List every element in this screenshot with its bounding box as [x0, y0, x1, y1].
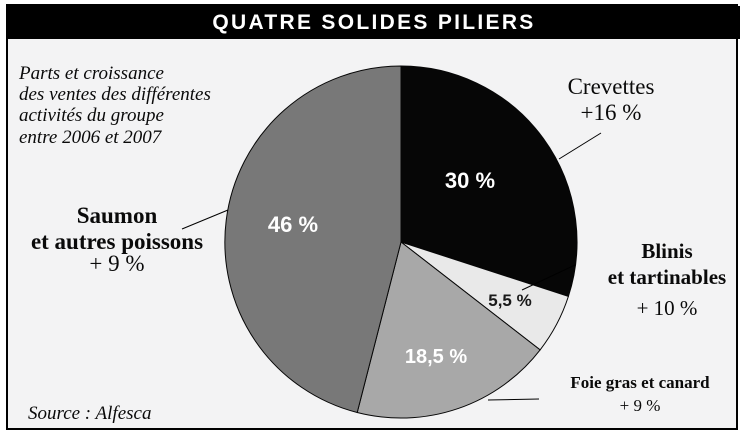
svg-text:et tartinables: et tartinables — [608, 265, 726, 289]
svg-text:entre 2006 et 2007: entre 2006 et 2007 — [19, 127, 163, 148]
svg-text:30 %: 30 % — [445, 168, 495, 193]
svg-text:+16 %: +16 % — [581, 100, 642, 125]
svg-text:46 %: 46 % — [268, 212, 318, 237]
svg-text:Blinis: Blinis — [641, 239, 692, 263]
svg-text:+ 10 %: + 10 % — [637, 296, 698, 320]
svg-text:18,5 %: 18,5 % — [405, 346, 467, 368]
svg-text:Parts et croissance: Parts et croissance — [18, 63, 164, 84]
svg-text:Crevettes: Crevettes — [568, 74, 655, 99]
svg-text:Source : Alfesca: Source : Alfesca — [28, 403, 151, 424]
svg-text:+ 9 %: + 9 % — [620, 396, 661, 415]
svg-text:Foie gras et canard: Foie gras et canard — [570, 373, 710, 392]
svg-text:activités du groupe: activités du groupe — [19, 105, 164, 126]
svg-text:des ventes des différentes: des ventes des différentes — [19, 84, 211, 105]
svg-text:5,5 %: 5,5 % — [488, 291, 531, 310]
svg-text:Saumon: Saumon — [77, 203, 158, 228]
svg-text:+ 9 %: + 9 % — [89, 251, 144, 276]
